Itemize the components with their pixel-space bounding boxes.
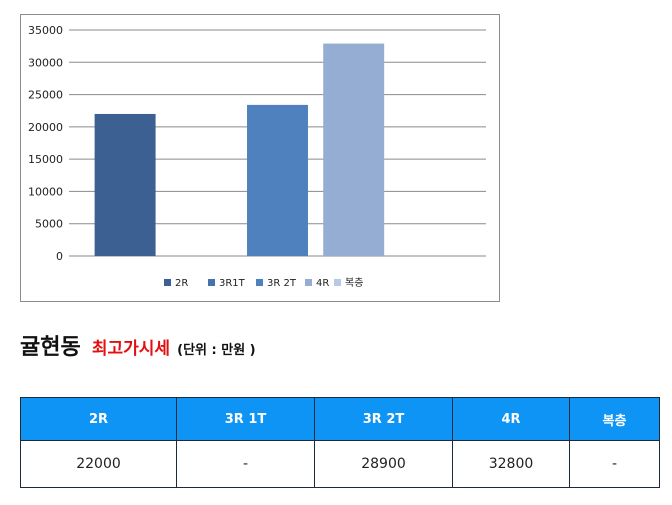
y-tick-label: 10000 bbox=[28, 185, 63, 198]
header-cell: 3R 2T bbox=[314, 397, 453, 441]
table-cell: - bbox=[176, 440, 315, 488]
header-cell: 3R 1T bbox=[176, 397, 315, 441]
header-cell: 복층 bbox=[569, 397, 660, 441]
section-heading: 귤현동 최고가시세 (단위 : 만원 ) bbox=[20, 334, 256, 365]
table-header-row: 2R 3R 1T 3R 2T 4R 복층 bbox=[20, 397, 660, 441]
table-cell: - bbox=[569, 440, 660, 488]
y-tick-label: 25000 bbox=[28, 89, 63, 102]
table-row: 22000 - 28900 32800 - bbox=[20, 440, 660, 488]
table-cell: 22000 bbox=[20, 440, 177, 488]
bar-chart-svg: 0 5000 10000 15000 20000 25000 30000 35000 2R 3R1… bbox=[28, 24, 486, 289]
legend-swatch bbox=[256, 279, 263, 286]
legend-label: 복층 bbox=[345, 277, 363, 289]
legend-swatch bbox=[334, 279, 341, 286]
price-chart: 0 5000 10000 15000 20000 25000 30000 35000 2R 3R1… bbox=[20, 14, 500, 302]
y-tick-label: 5000 bbox=[35, 218, 63, 231]
y-tick-label: 0 bbox=[56, 250, 63, 263]
bar-3 bbox=[323, 43, 385, 256]
legend-label: 2R bbox=[175, 278, 188, 289]
unit-label: (단위 : 만원 ) bbox=[177, 343, 256, 358]
price-table: 2R 3R 1T 3R 2T 4R 복층 22000 - 28900 32800… bbox=[20, 397, 660, 488]
header-cell: 2R bbox=[20, 397, 177, 441]
y-tick-label: 35000 bbox=[28, 24, 63, 37]
legend-label: 3R1T bbox=[219, 278, 246, 289]
y-tick-label: 30000 bbox=[28, 56, 63, 69]
bar-2 bbox=[247, 104, 308, 256]
legend-label: 4R bbox=[316, 278, 329, 289]
max-price-label: 최고가시세 bbox=[91, 339, 171, 359]
legend-swatch bbox=[164, 279, 171, 286]
table-cell: 32800 bbox=[452, 440, 570, 488]
header-cell: 4R bbox=[452, 397, 570, 441]
y-tick-label: 20000 bbox=[28, 121, 63, 134]
y-tick-label: 15000 bbox=[28, 153, 63, 166]
legend-label: 3R 2T bbox=[267, 278, 297, 289]
bar-0 bbox=[94, 113, 156, 256]
location-title: 귤현동 bbox=[20, 335, 81, 360]
legend-swatch bbox=[305, 279, 312, 286]
legend-swatch bbox=[208, 279, 215, 286]
table-cell: 28900 bbox=[314, 440, 453, 488]
